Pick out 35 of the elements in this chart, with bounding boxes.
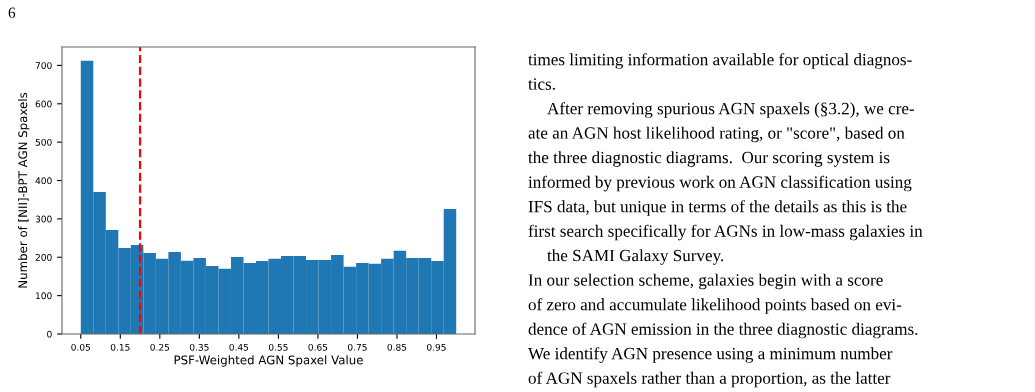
text: tics. bbox=[528, 78, 555, 90]
y-tick-label: 100 bbox=[36, 292, 52, 300]
text: the SAMI Galaxy Survey. bbox=[547, 249, 724, 265]
y-tick-label: 200 bbox=[35, 253, 52, 261]
text: ate an AGN host likelihood rating, or "score", based on bbox=[528, 126, 905, 143]
text: informed by previous work on AGN classification using bbox=[528, 175, 912, 192]
x-tick-label: 0.45 bbox=[229, 343, 249, 351]
y-tick-label: 400 bbox=[35, 177, 52, 185]
text: We identify AGN presence using a minimum number bbox=[528, 347, 893, 363]
x-axis-title: PSF-Weighted AGN Spaxel Value bbox=[174, 355, 363, 367]
y-tick-label: 0 bbox=[47, 330, 52, 338]
x-tick-label: 0.85 bbox=[387, 343, 407, 351]
text: In our selection scheme, galaxies begin with a score bbox=[528, 273, 883, 290]
text: first search specifically for AGNs in low-mass galaxies in bbox=[528, 224, 923, 241]
text: the three diagnostic diagrams. Our scoring system is bbox=[528, 151, 890, 167]
text: times limiting information available for optical diagnos- bbox=[528, 53, 912, 69]
y-tick-label: 700 bbox=[35, 62, 52, 69]
text: After removing spurious AGN spaxels (§3.2), we cre- bbox=[547, 102, 915, 118]
text: of AGN spaxels rather than a proportion, as the latter bbox=[528, 371, 891, 388]
x-tick-label: 0.55 bbox=[268, 343, 288, 351]
x-tick-label: 0.95 bbox=[427, 343, 446, 351]
x-tick-label: 0.25 bbox=[150, 343, 170, 351]
text: of zero and accumulate likelihood points based on evi- bbox=[528, 298, 902, 314]
x-tick-label: 0.75 bbox=[347, 343, 367, 351]
y-tick-label: 600 bbox=[35, 100, 52, 108]
x-tick-label: 0.15 bbox=[110, 343, 130, 351]
text: IFS data, but unique in terms of the details as this is the bbox=[528, 200, 907, 216]
y-tick-label: 500 bbox=[35, 138, 52, 146]
x-tick-label: 0.65 bbox=[308, 343, 328, 351]
y-axis-title: Number of [NII]-BPT AGN Spaxels bbox=[18, 92, 30, 288]
text: dence of AGN emission in the three diagnostic diagrams. bbox=[528, 322, 918, 339]
x-tick-label: 0.35 bbox=[189, 343, 209, 351]
text: 6 bbox=[8, 7, 16, 18]
x-tick-label: 0.05 bbox=[71, 343, 91, 351]
y-tick-label: 300 bbox=[35, 215, 52, 223]
